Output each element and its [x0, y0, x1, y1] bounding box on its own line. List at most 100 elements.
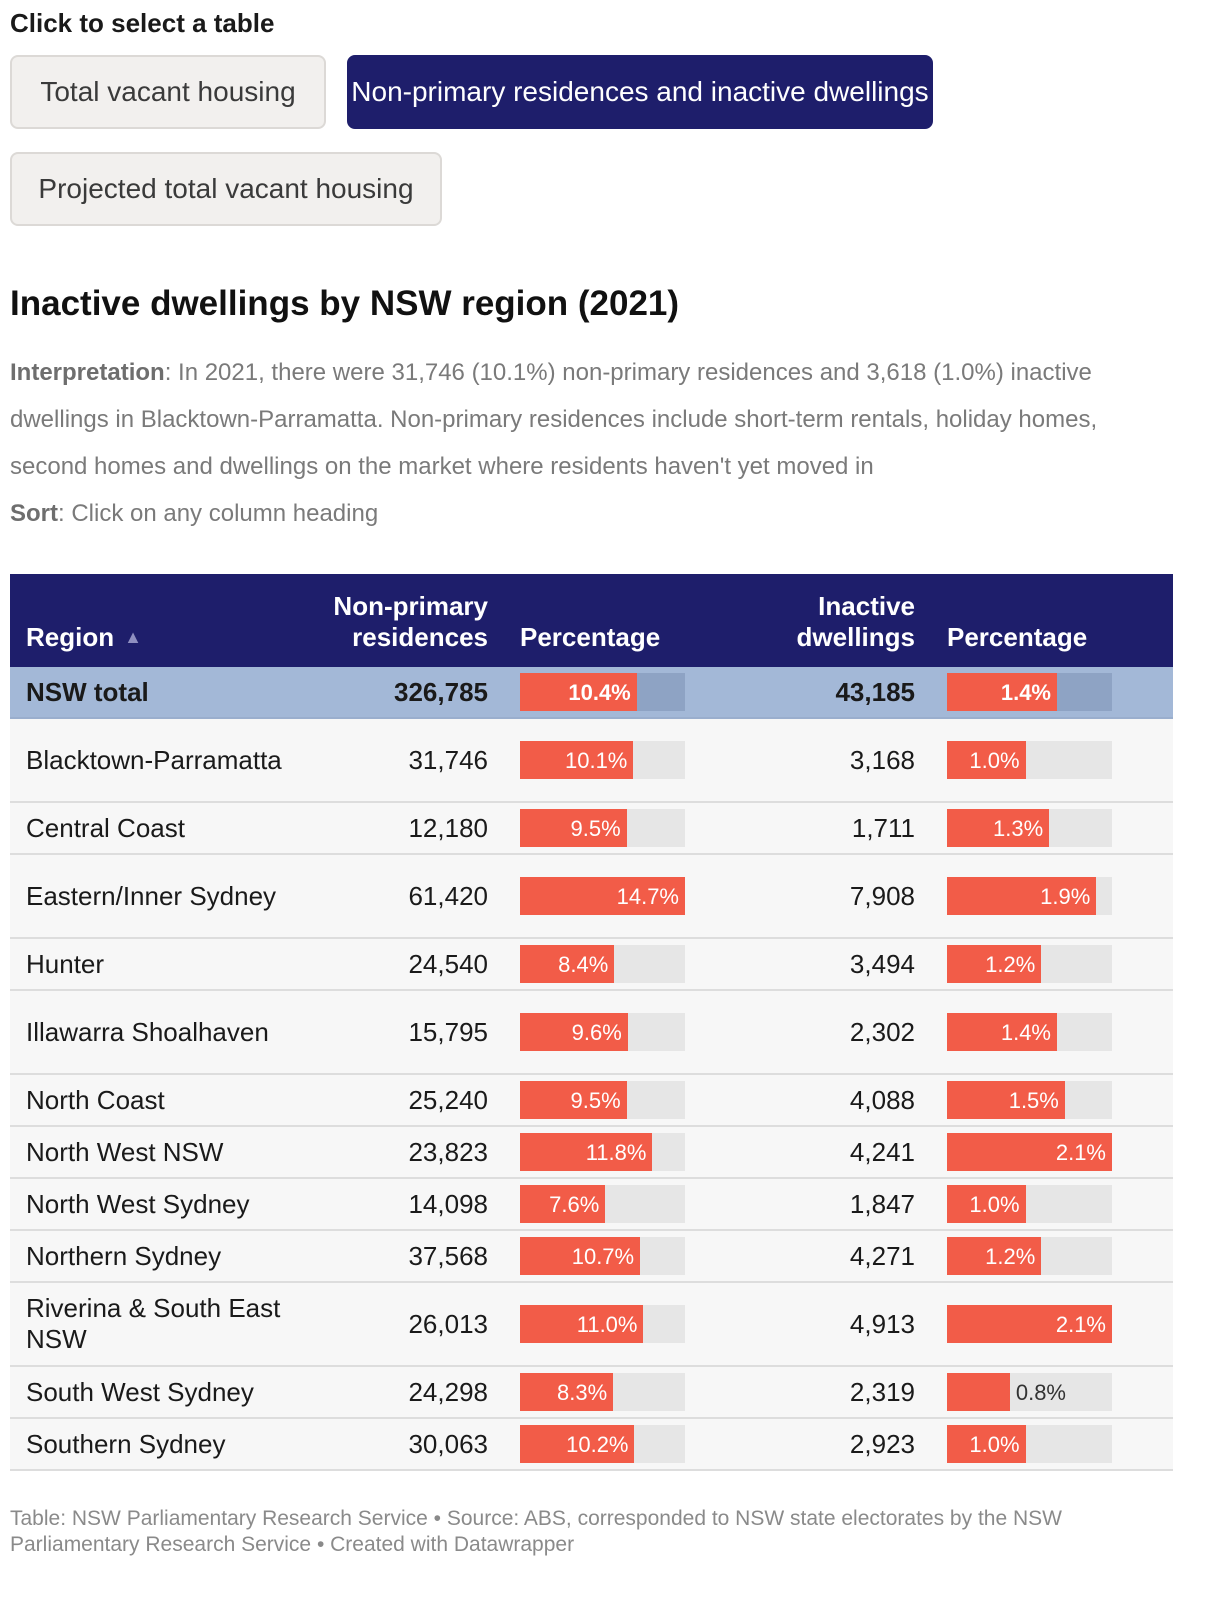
percentage-nonprimary-cell: 8.3%: [504, 1366, 731, 1419]
percentage-nonprimary-bar-fill: [520, 1013, 628, 1051]
table-row: Riverina & South East NSW 26,013 11.0% 4,91…: [10, 1282, 1173, 1367]
percentage-nonprimary-cell: 11.8%: [504, 1126, 731, 1179]
percentage-inactive-bar-fill: [947, 945, 1042, 983]
column-header-percentage-inactive[interactable]: Percentage: [931, 574, 1173, 667]
table-row: North West NSW 23,823 11.8% 4,241 2.1%: [10, 1126, 1173, 1179]
percentage-inactive-cell: 1.2%: [931, 938, 1173, 991]
region-cell: Central Coast: [10, 802, 307, 855]
column-header-inactive[interactable]: Inactive dwellings: [731, 574, 931, 667]
percentage-nonprimary-bar: 11.8%: [520, 1133, 685, 1171]
percentage-nonprimary-cell: 7.6%: [504, 1178, 731, 1231]
percentage-nonprimary-bar-fill: [520, 1425, 635, 1463]
percentage-inactive-bar-fill: [947, 877, 1097, 915]
nonprimary-cell: 24,298: [307, 1366, 504, 1419]
percentage-inactive-bar-fill: [947, 1081, 1065, 1119]
sort-ascending-icon: ▲: [124, 627, 142, 647]
percentage-nonprimary-label: 14.7%: [616, 883, 679, 909]
percentage-nonprimary-bar-fill: [520, 673, 637, 711]
percentage-nonprimary-bar: 7.6%: [520, 1185, 685, 1223]
table-row: Southern Sydney 30,063 10.2% 2,923 1.0%: [10, 1418, 1173, 1471]
percentage-nonprimary-bar: 9.6%: [520, 1013, 685, 1051]
percentage-nonprimary-bar: 9.5%: [520, 809, 685, 847]
table-header-row: Region ▲ Non-primary residences Percentag…: [10, 574, 1173, 667]
percentage-inactive-bar-fill: [947, 1185, 1026, 1223]
inactive-cell: 1,711: [731, 802, 931, 855]
percentage-nonprimary-bar-fill: [520, 809, 627, 847]
region-cell: Northern Sydney: [10, 1230, 307, 1283]
percentage-nonprimary-label: 9.5%: [570, 815, 621, 841]
table-row: Hunter 24,540 8.4% 3,494 1.2%: [10, 938, 1173, 991]
total-vacant-housing-button[interactable]: Total vacant housing: [10, 55, 326, 129]
percentage-nonprimary-label: 8.3%: [557, 1379, 608, 1405]
percentage-nonprimary-cell: 9.6%: [504, 990, 731, 1075]
select-table-label: Click to select a table: [10, 8, 275, 38]
percentage-inactive-label: 1.5%: [1008, 1087, 1059, 1113]
nonprimary-cell: 26,013: [307, 1282, 504, 1367]
percentage-nonprimary-bar-fill: [520, 1305, 644, 1343]
total-row: NSW total 326,785 10.4% 43,185 1.4%: [10, 667, 1173, 719]
region-cell: Eastern/Inner Sydney: [10, 854, 307, 939]
inactive-cell: 4,088: [731, 1074, 931, 1127]
inactive-cell: 2,302: [731, 990, 931, 1075]
percentage-inactive-cell: 1.3%: [931, 802, 1173, 855]
percentage-nonprimary-bar: 14.7%: [520, 877, 685, 915]
percentage-nonprimary-bar-fill: [520, 945, 615, 983]
percentage-nonprimary-cell: 9.5%: [504, 802, 731, 855]
percentage-inactive-bar: 1.0%: [947, 741, 1112, 779]
nonprimary-cell: 30,063: [307, 1418, 504, 1471]
percentage-inactive-cell: 1.9%: [931, 854, 1173, 939]
column-header-nonprimary[interactable]: Non-primary residences: [307, 574, 504, 667]
region-cell: North Coast: [10, 1074, 307, 1127]
region-cell: Blacktown-Parramatta: [10, 718, 307, 803]
projected-vacant-housing-button[interactable]: Projected total vacant housing: [10, 152, 442, 226]
percentage-inactive-bar: 1.0%: [947, 1425, 1112, 1463]
table-row: Eastern/Inner Sydney 61,420 14.7% 7,908 1.9%: [10, 854, 1173, 939]
inactive-cell: 4,913: [731, 1282, 931, 1367]
percentage-nonprimary-label: 7.6%: [549, 1191, 600, 1217]
region-cell: Illawarra Shoalhaven: [10, 990, 307, 1075]
column-header-region[interactable]: Region ▲: [10, 574, 307, 667]
percentage-nonprimary-cell: 11.0%: [504, 1282, 731, 1367]
table-row: Central Coast 12,180 9.5% 1,711 1.3%: [10, 802, 1173, 855]
percentage-nonprimary-bar: 10.1%: [520, 741, 685, 779]
percentage-inactive-label: 1.0%: [969, 1191, 1020, 1217]
percentage-inactive-cell: 1.2%: [931, 1230, 1173, 1283]
percentage-nonprimary-label: 11.8%: [585, 1139, 647, 1165]
percentage-nonprimary-cell: 10.4%: [504, 667, 731, 719]
percentage-nonprimary-label: 11.0%: [576, 1311, 638, 1337]
nonprimary-cell: 12,180: [307, 802, 504, 855]
percentage-nonprimary-cell: 10.1%: [504, 718, 731, 803]
table-row: North Coast 25,240 9.5% 4,088 1.5%: [10, 1074, 1173, 1127]
percentage-nonprimary-bar: 11.0%: [520, 1305, 685, 1343]
inactive-cell: 7,908: [731, 854, 931, 939]
percentage-nonprimary-label: 10.2%: [566, 1431, 629, 1457]
sort-text: : Click on any column heading: [58, 500, 379, 527]
nonprimary-cell: 61,420: [307, 854, 504, 939]
data-table: Region ▲ Non-primary residences Percentag…: [10, 574, 1173, 1471]
non-primary-inactive-button[interactable]: Non-primary residences and inactive dwel…: [347, 55, 933, 129]
region-cell: Southern Sydney: [10, 1418, 307, 1471]
percentage-inactive-cell: 1.0%: [931, 1178, 1173, 1231]
percentage-inactive-label: 1.9%: [1040, 883, 1091, 909]
percentage-inactive-bar-fill: [947, 1237, 1042, 1275]
table-row: South West Sydney 24,298 8.3% 2,319 0.8%: [10, 1366, 1173, 1419]
percentage-inactive-label: 2.1%: [1055, 1139, 1106, 1165]
percentage-nonprimary-cell: 10.7%: [504, 1230, 731, 1283]
region-cell: South West Sydney: [10, 1366, 307, 1419]
percentage-inactive-bar: 1.2%: [947, 1237, 1112, 1275]
percentage-inactive-cell: 1.4%: [931, 667, 1173, 719]
percentage-inactive-bar: 2.1%: [947, 1305, 1112, 1343]
percentage-inactive-cell: 1.0%: [931, 718, 1173, 803]
percentage-nonprimary-cell: 8.4%: [504, 938, 731, 991]
percentage-inactive-label: 1.3%: [993, 815, 1044, 841]
percentage-inactive-bar: 1.3%: [947, 809, 1112, 847]
percentage-nonprimary-cell: 14.7%: [504, 854, 731, 939]
percentage-nonprimary-bar-fill: [520, 1373, 614, 1411]
percentage-inactive-bar: 1.5%: [947, 1081, 1112, 1119]
percentage-inactive-cell: 1.4%: [931, 990, 1173, 1075]
inactive-cell: 4,241: [731, 1126, 931, 1179]
nonprimary-cell: 24,540: [307, 938, 504, 991]
column-header-percentage-nonprimary[interactable]: Percentage: [504, 574, 731, 667]
sort-label: Sort: [10, 500, 58, 527]
percentage-nonprimary-bar: 10.4%: [520, 673, 685, 711]
